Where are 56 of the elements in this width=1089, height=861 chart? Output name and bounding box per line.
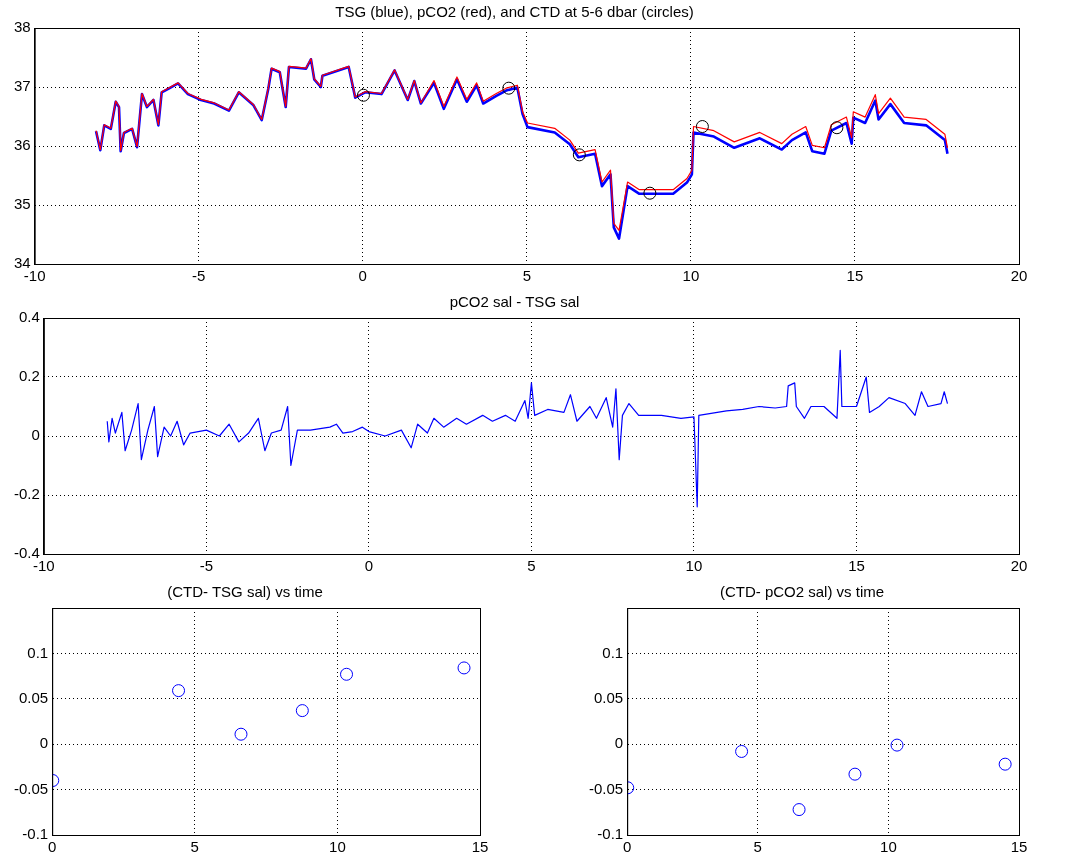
y-tick-label: 0	[31, 426, 40, 444]
y-tick-label: 0	[614, 734, 624, 752]
x-tick-label: -5	[199, 557, 214, 575]
x-tick-label: 5	[753, 838, 762, 856]
y-tick-label: 38	[14, 18, 31, 36]
x-tick-label: 15	[471, 838, 489, 856]
point	[890, 738, 904, 752]
point	[457, 661, 471, 675]
point	[295, 704, 309, 718]
y-tick-label: 37	[14, 77, 31, 95]
point	[234, 727, 248, 741]
point	[172, 684, 186, 698]
y-tick-label: -0.2	[13, 485, 40, 503]
x-tick-label: 10	[685, 557, 703, 575]
y-tick-label: 0.05	[18, 688, 49, 706]
point	[502, 81, 516, 95]
x-tick-label: 15	[1010, 838, 1028, 856]
y-tick-label: -0.1	[597, 825, 624, 843]
x-tick-label: 20	[1010, 557, 1028, 575]
y-tick-label: 0.1	[27, 643, 49, 661]
chart-title: (CTD- TSG sal) vs time	[167, 583, 323, 601]
x-tick-label: 10	[329, 838, 346, 856]
x-tick-label: 10	[880, 838, 897, 856]
point	[792, 803, 806, 817]
y-tick-label: 0.1	[602, 643, 624, 661]
x-tick-label: 5	[527, 557, 536, 575]
x-tick-label: -5	[192, 267, 206, 285]
point	[356, 88, 370, 102]
chart-title: TSG (blue), pCO2 (red), and CTD at 5-6 dbar (circles)	[335, 3, 694, 21]
y-tick-label: 0	[39, 734, 49, 752]
y-tick-label: -0.05	[13, 779, 49, 797]
point	[572, 148, 586, 162]
x-tick-label: 15	[846, 267, 864, 285]
y-tick-label: 0.2	[18, 367, 40, 385]
point	[695, 120, 709, 134]
x-tick-label: 0	[358, 267, 367, 285]
chart-title: (CTD- pCO2 sal) vs time	[719, 583, 885, 601]
chart-title: pCO2 sal - TSG sal	[449, 293, 580, 311]
point	[848, 767, 862, 781]
x-tick-label: 5	[522, 267, 532, 285]
x-tick-label: 5	[190, 838, 199, 856]
point	[998, 757, 1012, 771]
point	[340, 667, 354, 681]
y-tick-label: 36	[14, 136, 31, 154]
point	[735, 744, 749, 758]
point	[643, 186, 657, 200]
x-tick-label: 0	[364, 557, 374, 575]
y-tick-label: 35	[14, 195, 31, 213]
y-tick-label: 0.4	[18, 308, 40, 326]
x-tick-label: 20	[1010, 267, 1028, 285]
y-tick-label: 0.05	[593, 688, 624, 706]
y-tick-label: -0.1	[22, 825, 49, 843]
x-tick-label: 10	[682, 267, 700, 285]
point	[830, 121, 844, 135]
x-tick-label: 15	[848, 557, 865, 575]
y-tick-label: -0.05	[588, 779, 624, 797]
